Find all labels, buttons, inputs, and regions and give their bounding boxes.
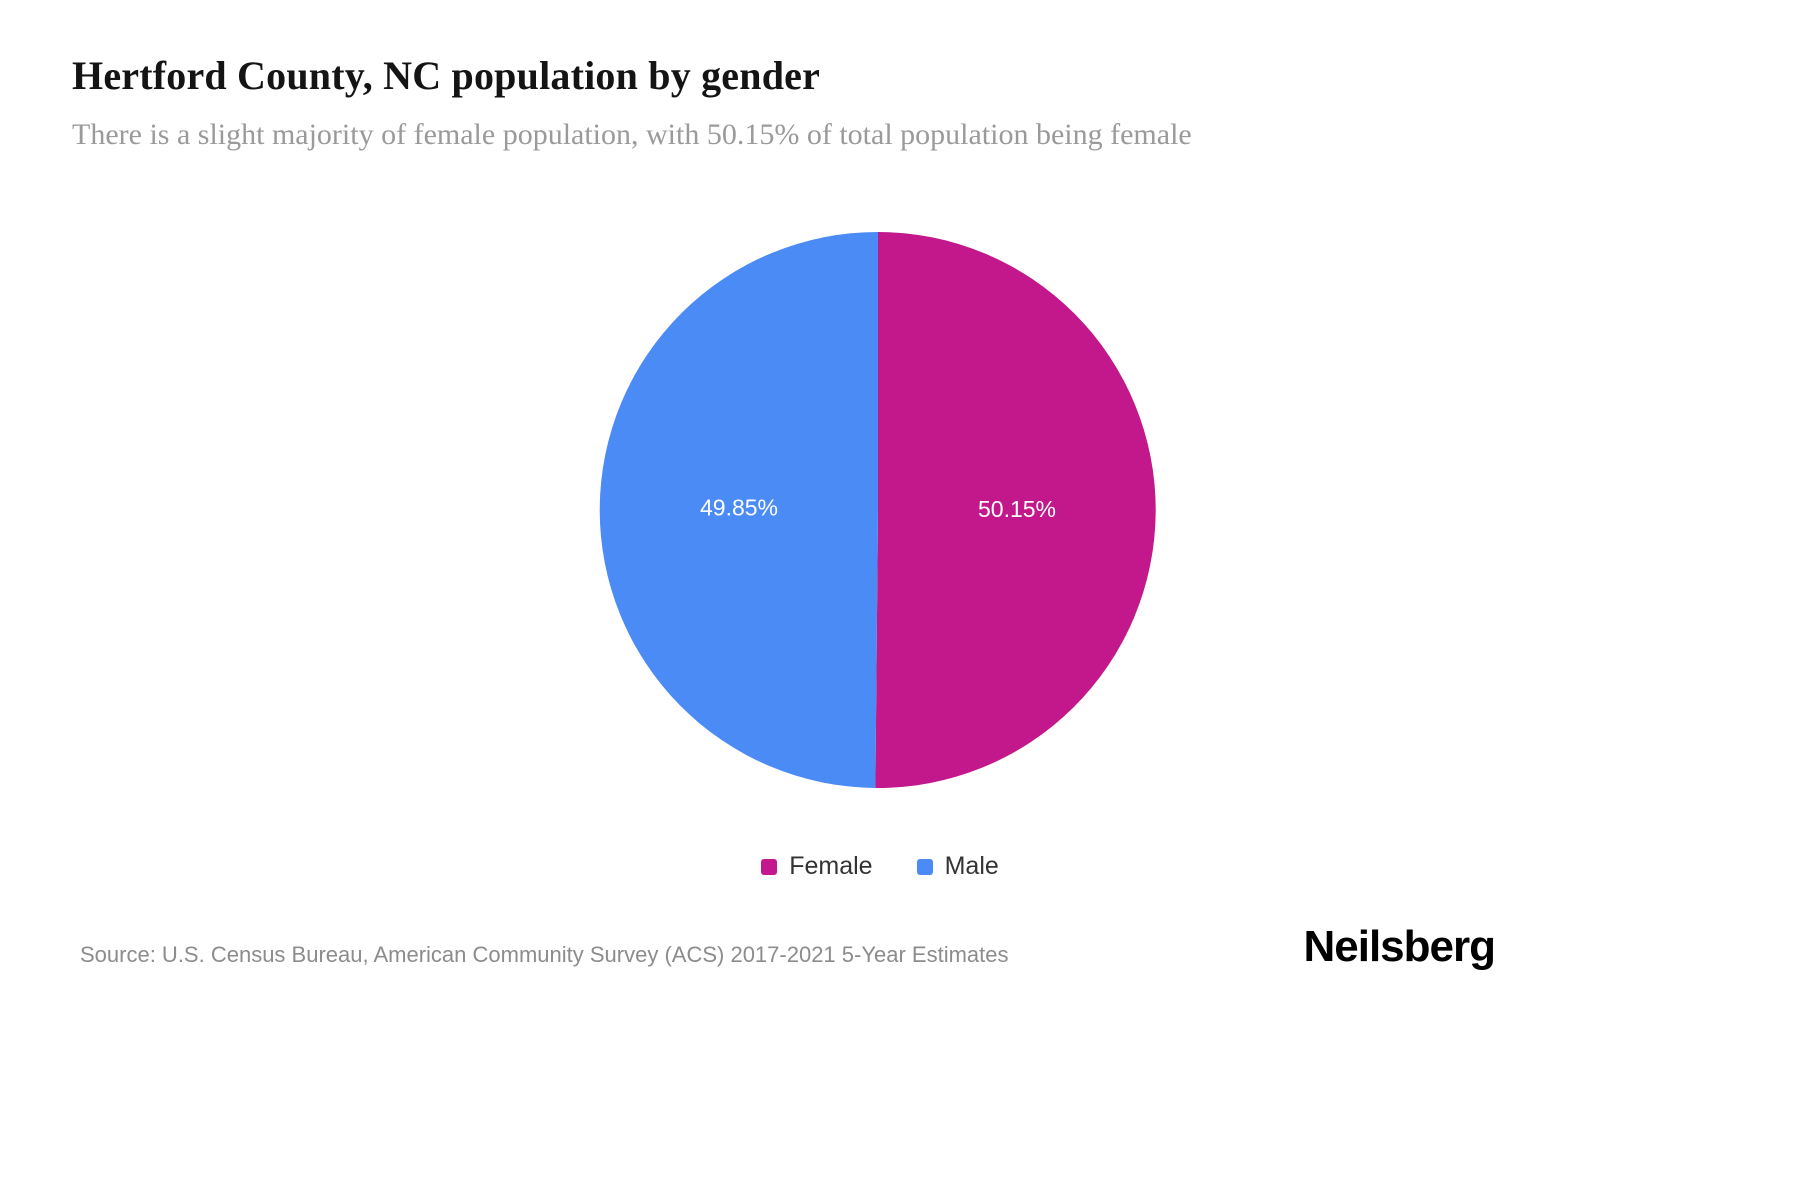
legend-label-female: Female	[789, 852, 873, 880]
source-attribution: Source: U.S. Census Bureau, American Com…	[80, 942, 1009, 967]
chart-legend: Female Male	[0, 852, 1760, 881]
pie-chart-container: 50.15% 49.85%	[578, 210, 1178, 810]
pie-slice-male[interactable]	[599, 231, 878, 788]
page-subtitle: There is a slight majority of female pop…	[72, 118, 1192, 151]
legend-label-male: Male	[944, 852, 999, 880]
legend-item-female[interactable]: Female	[761, 852, 873, 881]
pie-slice-female[interactable]	[875, 232, 1156, 788]
pie-slice-label-female: 50.15%	[978, 496, 1056, 522]
legend-item-male[interactable]: Male	[916, 852, 999, 881]
legend-swatch-female	[761, 858, 778, 875]
pie-chart: 50.15% 49.85%	[599, 231, 1156, 788]
page-title: Hertford County, NC population by gender	[72, 53, 821, 98]
neilsberg-logo: Neilsberg	[1303, 922, 1496, 971]
legend-swatch-male	[916, 858, 933, 875]
pie-slice-label-male: 49.85%	[700, 494, 778, 520]
